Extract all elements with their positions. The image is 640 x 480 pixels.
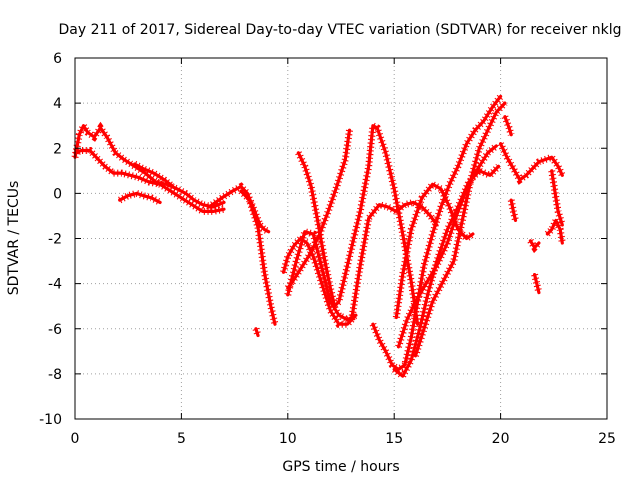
satellite-track-11 <box>284 227 358 324</box>
series-markers <box>395 143 499 348</box>
satellite-track-10 <box>295 120 422 326</box>
series-line <box>413 101 507 358</box>
series-line <box>254 327 260 338</box>
satellite-track-20 <box>507 198 519 222</box>
satellite-track-6 <box>238 188 279 326</box>
x-tick-label: 15 <box>385 431 403 447</box>
satellite-track-7 <box>252 327 262 338</box>
satellite-track-24 <box>548 169 566 227</box>
series-markers <box>392 163 502 382</box>
satellite-track-1 <box>71 118 226 211</box>
series-markers <box>238 188 279 325</box>
y-tick-label: 6 <box>53 51 62 67</box>
y-tick-label: -4 <box>48 277 62 293</box>
y-axis-label: SDTVAR / TECUs <box>6 181 22 296</box>
satellite-track-8 <box>280 233 357 328</box>
series-markers <box>132 160 176 190</box>
series-markers <box>284 227 358 324</box>
satellite-track-21 <box>527 238 542 254</box>
x-tick-label: 10 <box>279 431 297 447</box>
series-markers <box>501 115 515 136</box>
satellite-track-5 <box>207 182 271 235</box>
satellite-track-18 <box>501 115 515 137</box>
series-markers <box>531 273 543 294</box>
series-line <box>371 94 503 371</box>
satellite-track-15 <box>395 143 499 349</box>
series-markers <box>392 179 475 319</box>
series-line <box>350 200 439 322</box>
x-tick-label: 0 <box>71 431 80 447</box>
y-axis: -10 -8 -6 -4 -2 0 2 4 6 <box>39 51 607 428</box>
series-markers <box>527 238 542 254</box>
x-axis-label: GPS time / hours <box>282 459 399 475</box>
satellite-track-17 <box>392 163 502 382</box>
y-tick-label: 2 <box>53 141 62 157</box>
series-line <box>528 239 541 250</box>
series-markers <box>118 189 162 206</box>
y-tick-label: -2 <box>48 232 62 248</box>
x-tick-label: 5 <box>177 431 186 447</box>
series-line <box>499 142 564 182</box>
series-line <box>73 148 226 213</box>
y-tick-label: 4 <box>53 96 62 112</box>
satellite-track-14 <box>392 179 475 320</box>
series-markers <box>548 170 566 227</box>
satellite-track-13 <box>369 94 504 374</box>
satellite-track-12 <box>348 198 440 322</box>
series-markers <box>507 199 519 222</box>
series-line <box>73 124 226 209</box>
x-tick-label: 20 <box>492 431 510 447</box>
satellite-track-16 <box>412 100 508 358</box>
y-tick-label: 0 <box>53 186 62 202</box>
satellite-track-3 <box>118 189 162 206</box>
y-tick-label: -10 <box>39 412 62 428</box>
series-markers <box>71 118 226 211</box>
satellite-track-22 <box>531 273 543 295</box>
series-markers <box>544 212 566 244</box>
series-markers <box>412 100 508 357</box>
chart-title: Day 211 of 2017, Sidereal Day-to-day VTE… <box>59 22 622 38</box>
x-axis: 0 5 10 15 20 25 <box>71 58 616 447</box>
y-tick-label: -8 <box>48 367 62 383</box>
data-series <box>71 94 566 382</box>
satellite-track-19 <box>497 142 566 185</box>
series-markers <box>369 94 504 374</box>
y-tick-label: -6 <box>48 322 62 338</box>
series-line <box>509 198 518 222</box>
satellite-track-2 <box>73 147 226 215</box>
series-markers <box>207 182 271 235</box>
grid-lines <box>75 58 607 419</box>
series-markers <box>280 233 357 328</box>
satellite-track-4 <box>132 160 176 190</box>
x-tick-label: 25 <box>598 431 616 447</box>
series-markers <box>295 120 422 325</box>
satellite-track-23 <box>544 212 566 245</box>
